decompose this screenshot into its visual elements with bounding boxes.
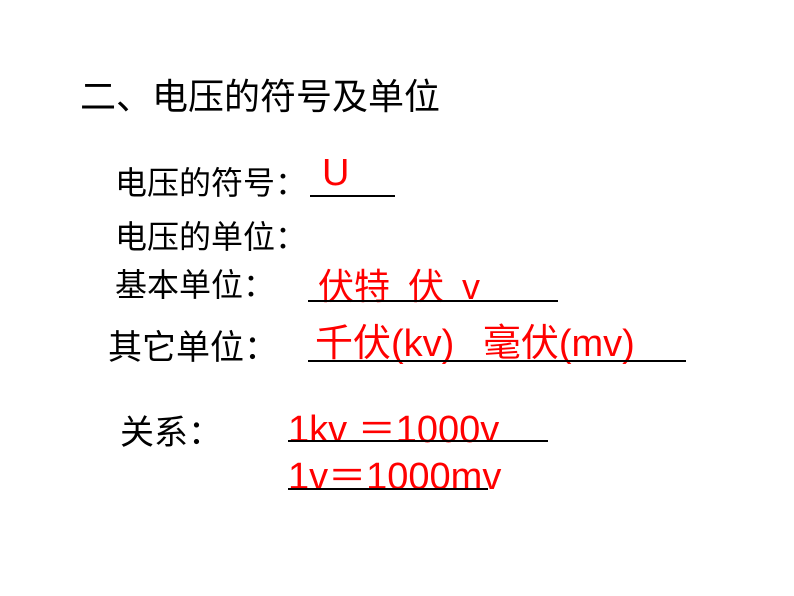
relation-line2: 1v＝1000mv	[288, 445, 501, 500]
other-unit-mv-cn: 毫伏	[483, 323, 559, 365]
unit-label: 电压的单位：	[115, 212, 307, 258]
other-unit-kv-cn: 千伏	[315, 323, 391, 365]
basic-unit-underline	[308, 300, 558, 302]
relation2-underline	[288, 488, 488, 490]
other-unit-value: 千伏(kv) 毫伏(mv)	[315, 312, 635, 367]
other-unit-underline	[308, 360, 686, 362]
basic-unit-label: 基本单位：	[115, 260, 275, 306]
other-unit-label: 其它单位：	[108, 320, 278, 369]
relation-label: 关系：	[120, 405, 222, 454]
section-heading: 二、电压的符号及单位	[80, 68, 440, 120]
relation1-underline	[288, 440, 548, 442]
symbol-underline	[310, 195, 395, 197]
symbol-label: 电压的符号：	[115, 158, 307, 204]
slide-content: 二、电压的符号及单位 电压的符号： U 电压的单位： 基本单位： 伏特 伏 v …	[0, 0, 794, 596]
other-unit-mv-en: (mv)	[559, 323, 635, 365]
basic-unit-value: 伏特 伏 v	[318, 258, 480, 310]
other-unit-kv-en: (kv)	[391, 323, 454, 365]
symbol-value: U	[322, 152, 349, 195]
